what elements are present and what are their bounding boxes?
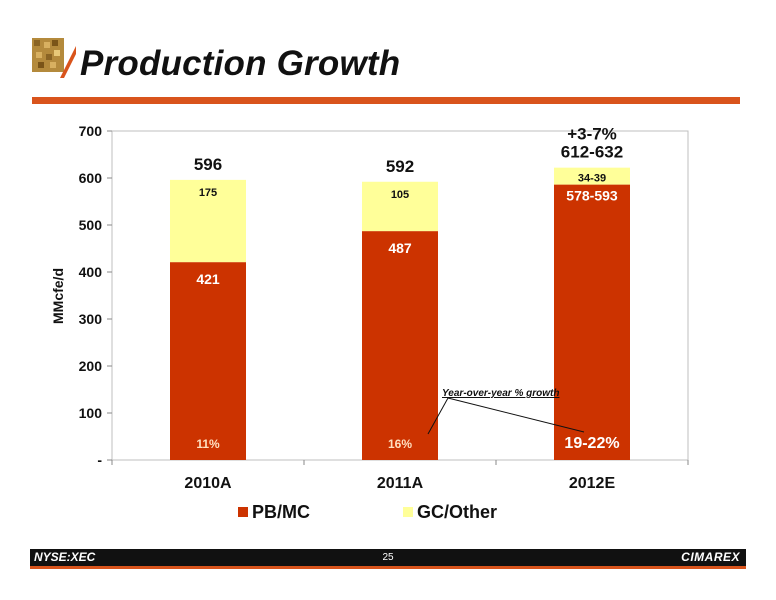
y-tick-label: 700 [79,123,103,139]
page-number: 25 [382,552,394,563]
legend-label-pb-mc: PB/MC [252,502,310,522]
data-label-pb-mc: 421 [196,271,220,287]
logo-icon [30,32,76,80]
total-label: 592 [386,157,414,176]
legend-label-gc-other: GC/Other [417,502,497,522]
data-label-pb-mc: 487 [388,240,412,256]
y-tick-label: 600 [79,170,103,186]
bar-pb-mc [554,184,630,460]
y-tick-label: 100 [79,405,103,421]
page-title: Production Growth [80,44,401,83]
ticker-label: NYSE:XEC [34,550,96,564]
x-tick-label: 2010A [184,475,232,492]
total-label: 596 [194,155,222,174]
annotation-line [447,397,585,433]
plot-area: - 100 200 300 400 500 600 700 MMcfe/d 421 175 596 11… [50,123,689,522]
y-tick-label: 300 [79,311,103,327]
growth-label: 19-22% [564,435,619,452]
bar-pb-mc [362,231,438,460]
growth-2012-label: +3-7% [567,125,617,144]
legend-swatch-pb-mc [238,507,248,517]
growth-label: 11% [196,437,220,451]
legend-swatch-gc-other [403,507,413,517]
bar-gc-other [554,167,630,185]
y-tick-label: 400 [79,264,103,280]
bar-pb-mc [170,262,246,460]
x-tick-label: 2012E [569,475,616,492]
growth-label: 16% [388,437,412,451]
total-label: 612-632 [561,143,623,162]
bar-gc-other [170,179,246,263]
data-label-gc-other: 105 [391,189,409,201]
footer-bar [30,549,746,566]
title-divider [32,97,740,104]
data-label-gc-other: 34-39 [578,173,606,185]
x-tick-label: 2011A [377,475,424,492]
annotation-line [427,397,449,435]
y-tick-label: 500 [79,217,103,233]
annotation-text: Year-over-year % growth [442,388,559,399]
y-axis-label: MMcfe/d [50,268,66,324]
brand-logo: CIMAREX [681,550,740,564]
y-tick-label: - [97,452,102,468]
footer-accent [30,566,746,569]
y-tick-label: 200 [79,358,103,374]
production-chart: - 100 200 300 400 500 600 700 MMcfe/d 421 175 596 11… [50,123,689,522]
bar-gc-other [362,181,438,232]
data-label-gc-other: 175 [199,187,217,199]
data-label-pb-mc: 578-593 [566,188,618,204]
